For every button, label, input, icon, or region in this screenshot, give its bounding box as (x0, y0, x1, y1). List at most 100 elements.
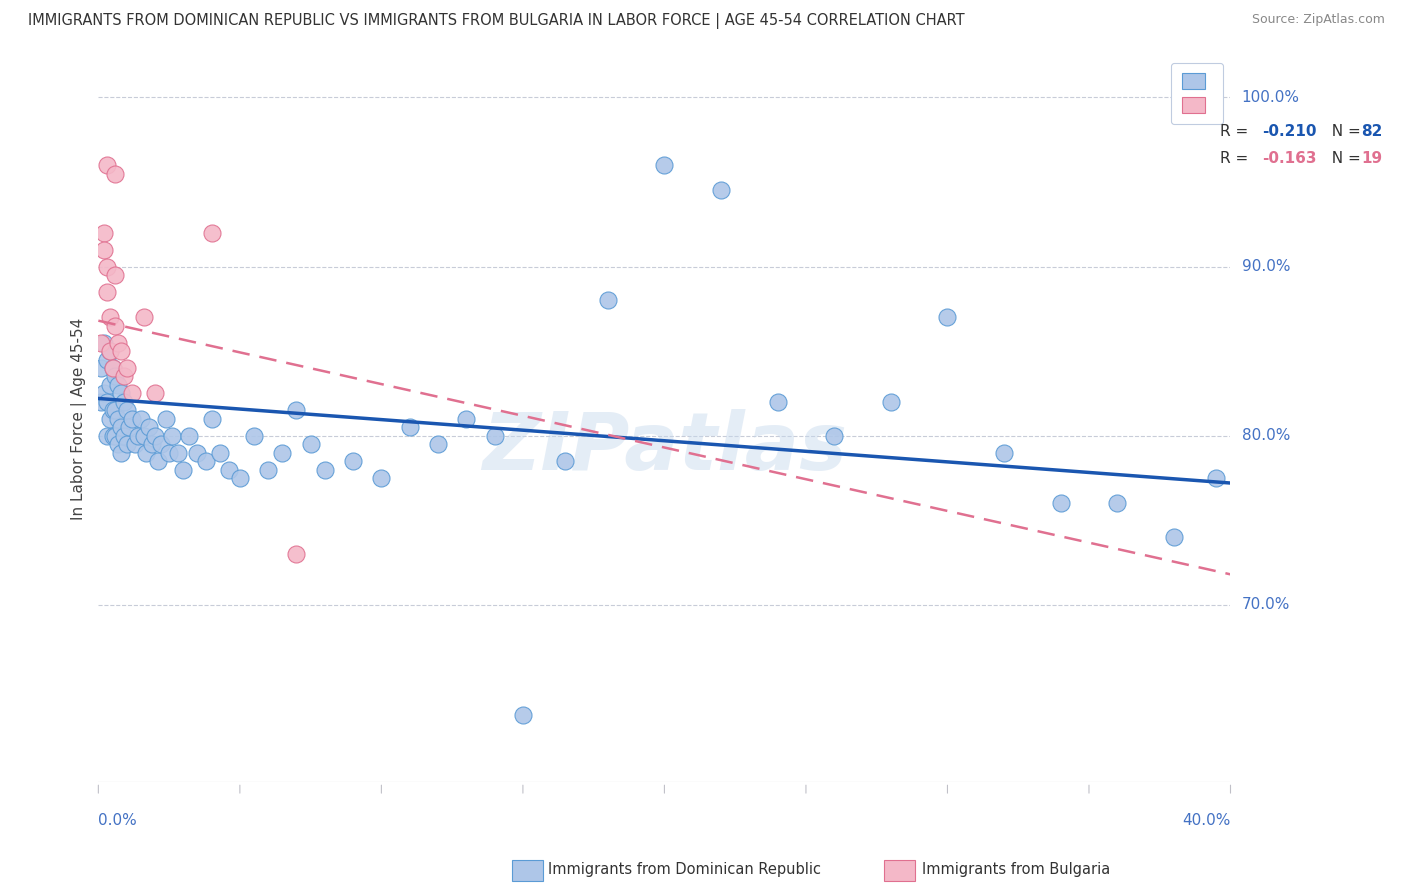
Point (710, 183, 733, 197)
Point (285, 547, 308, 561)
Point (314, 462, 336, 476)
Text: 19: 19 (1361, 152, 1382, 167)
Point (96, 428, 118, 442)
Text: Source: ZipAtlas.com: Source: ZipAtlas.com (1251, 13, 1385, 27)
Point (160, 428, 183, 442)
Text: N =: N = (1322, 152, 1365, 167)
Point (98, 378, 121, 392)
Point (121, 386, 143, 401)
Point (101, 361, 124, 376)
Point (370, 471, 392, 485)
Point (993, 445, 1015, 459)
Point (141, 437, 163, 451)
Point (1205, 471, 1227, 485)
Point (115, 403, 138, 417)
Point (96, 395, 118, 409)
Point (127, 428, 149, 442)
Point (98, 411, 121, 425)
Point (104, 167, 127, 181)
Point (112, 428, 135, 442)
Point (596, 293, 619, 308)
Point (132, 428, 155, 442)
Point (299, 437, 322, 451)
Text: R =: R = (1220, 124, 1254, 139)
Point (93, 243, 115, 257)
Point (118, 420, 141, 434)
Point (107, 335, 129, 350)
Text: 40.0%: 40.0% (1182, 813, 1230, 828)
Point (96, 352, 118, 367)
Text: -0.210: -0.210 (1263, 124, 1317, 139)
Point (243, 428, 266, 442)
Point (135, 445, 157, 459)
Text: 70.0%: 70.0% (1241, 598, 1289, 612)
Point (96, 260, 118, 274)
Point (146, 454, 169, 468)
Point (115, 437, 138, 451)
Point (107, 437, 129, 451)
Point (110, 386, 132, 401)
Text: Immigrants from Dominican Republic: Immigrants from Dominican Republic (548, 863, 821, 877)
Point (427, 437, 450, 451)
Point (121, 411, 143, 425)
Point (143, 386, 166, 401)
Point (90, 361, 112, 376)
Legend: , : , (1171, 62, 1223, 124)
Point (342, 454, 364, 468)
Text: R =: R = (1220, 152, 1254, 167)
Point (285, 403, 308, 417)
Point (115, 361, 138, 376)
Point (880, 395, 903, 409)
Point (96, 158, 118, 172)
Point (104, 369, 127, 384)
Text: -0.163: -0.163 (1263, 152, 1317, 167)
Point (654, 158, 676, 172)
Point (124, 437, 146, 451)
Point (143, 428, 166, 442)
Point (209, 445, 232, 459)
Point (766, 395, 789, 409)
Point (138, 420, 160, 434)
Point (554, 454, 576, 468)
Point (101, 361, 124, 376)
Point (155, 411, 177, 425)
Point (98, 310, 121, 325)
Point (104, 268, 127, 282)
Point (112, 395, 135, 409)
Point (484, 428, 506, 442)
Point (96, 285, 118, 299)
Point (157, 445, 180, 459)
Point (200, 226, 222, 240)
Point (149, 437, 172, 451)
Point (1107, 496, 1129, 510)
Text: ZIPatlas: ZIPatlas (482, 409, 846, 487)
Point (271, 445, 294, 459)
Point (512, 707, 534, 722)
Point (101, 428, 124, 442)
Point (936, 310, 959, 325)
Text: 0.0%: 0.0% (98, 813, 138, 828)
Point (1163, 530, 1185, 544)
Point (107, 411, 129, 425)
Point (194, 454, 217, 468)
Point (132, 310, 155, 325)
Text: 100.0%: 100.0% (1241, 90, 1299, 105)
Text: 80.0%: 80.0% (1241, 428, 1289, 443)
Text: IMMIGRANTS FROM DOMINICAN REPUBLIC VS IMMIGRANTS FROM BULGARIA IN LABOR FORCE | : IMMIGRANTS FROM DOMINICAN REPUBLIC VS IM… (28, 13, 965, 29)
Point (172, 462, 194, 476)
Text: 90.0%: 90.0% (1241, 259, 1291, 274)
Point (177, 428, 200, 442)
Point (104, 403, 127, 417)
Point (98, 344, 121, 359)
Point (101, 403, 124, 417)
Point (110, 445, 132, 459)
Point (200, 411, 222, 425)
Point (93, 226, 115, 240)
Point (166, 445, 188, 459)
Point (104, 318, 127, 333)
Point (398, 420, 420, 434)
Point (186, 445, 208, 459)
Point (98, 344, 121, 359)
Point (104, 428, 127, 442)
Text: N =: N = (1322, 124, 1365, 139)
